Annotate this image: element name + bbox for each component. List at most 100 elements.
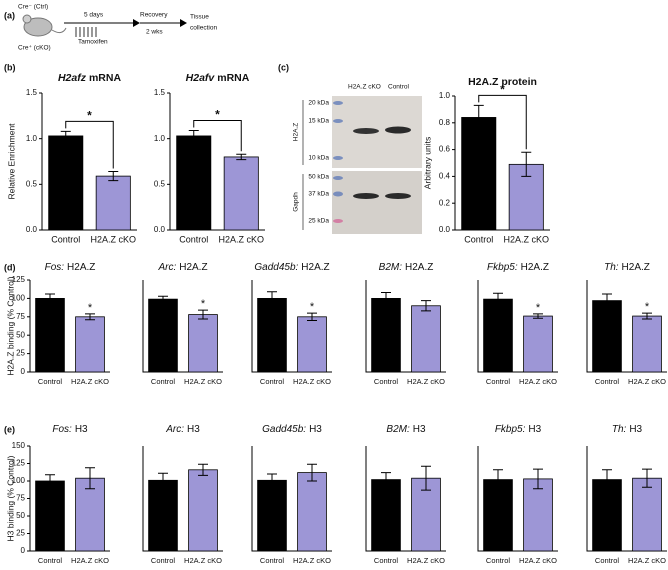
- bar-chart: 0 25 50 75 100 125 150 H3 binding (% Control) Fo…: [5, 424, 110, 565]
- bar: [148, 298, 178, 373]
- error-bar: [642, 312, 652, 320]
- bar-chart: Fkbp5: H3 Control H2A.Z cKO: [477, 424, 558, 565]
- title-italic: Fkbp5:: [495, 424, 526, 435]
- bar: [35, 297, 65, 373]
- band: [353, 193, 379, 199]
- title-text: mRNA: [217, 72, 250, 84]
- lane-label: H2A.Z cKO: [348, 84, 381, 91]
- error-bar: [85, 313, 95, 321]
- title-italic: H2afv: [186, 72, 216, 84]
- x-tick-label: H2A.Z cKO: [90, 234, 136, 244]
- y-axis-label: Arbitrary units: [422, 137, 432, 189]
- title-text: H2A.Z: [67, 262, 95, 273]
- bar: [483, 479, 513, 552]
- schematic: Cre⁻ (Ctrl) Cre⁺ (cKO) 5 days Tamoxifen …: [18, 4, 217, 52]
- injection-arrows: [75, 27, 97, 37]
- chart-title: H2afz mRNA: [58, 72, 122, 84]
- title-text: H3: [629, 424, 642, 435]
- chart-title: Fos: H3: [52, 424, 88, 435]
- error-bar: [198, 463, 208, 476]
- y-tick-label: 0.6: [439, 145, 451, 154]
- error-bar: [533, 313, 543, 319]
- x-tick-label: Control: [151, 377, 176, 386]
- error-bar: [421, 300, 431, 312]
- mouse-tail: [51, 27, 67, 34]
- x-tick-label: H2A.Z cKO: [218, 234, 264, 244]
- bar: [411, 305, 441, 373]
- chart-title: B2M: H2A.Z: [379, 262, 434, 273]
- y-tick-label: 1.5: [26, 88, 38, 97]
- y-tick-label: 50: [16, 330, 25, 339]
- x-tick-label: H2A.Z cKO: [184, 556, 222, 565]
- y-tick-label: 100: [12, 294, 26, 303]
- x-tick-label: H2A.Z cKO: [407, 556, 445, 565]
- bar-chart: Th: H3 Control H2A.Z cKO: [586, 424, 667, 565]
- treatment-label: Tamoxifen: [78, 39, 108, 46]
- error-bar: [108, 171, 119, 182]
- panel-label: (b): [4, 62, 16, 72]
- band: [353, 128, 379, 134]
- x-tick-label: Control: [374, 377, 399, 386]
- marker-label: 50 kDa: [308, 174, 329, 181]
- marker-label: 37 kDa: [308, 191, 329, 198]
- bar: [461, 117, 497, 231]
- error-bar: [421, 465, 431, 491]
- panel-label: (c): [278, 62, 289, 72]
- title-italic: Fos:: [52, 424, 72, 435]
- title-italic: Th:: [612, 424, 627, 435]
- x-tick-label: H2A.Z cKO: [184, 377, 222, 386]
- chart-title: Gadd45b: H3: [262, 424, 322, 435]
- error-bar: [85, 467, 95, 490]
- x-tick-label: Control: [486, 377, 511, 386]
- significance-label: *: [310, 301, 315, 313]
- bar-chart: Gadd45b: H2A.Z Control H2A.Z cKO *: [251, 262, 332, 386]
- bar: [632, 477, 662, 552]
- group-label: Cre⁻ (Ctrl): [18, 4, 48, 11]
- bar: [188, 469, 218, 552]
- chart-title: H2afv mRNA: [186, 72, 250, 84]
- error-bar: [158, 472, 168, 488]
- error-bar: [267, 473, 277, 488]
- blot-image: [332, 171, 422, 234]
- chart-title: Arc: H3: [165, 424, 200, 435]
- title-text: H3: [75, 424, 88, 435]
- title-italic: Fos:: [45, 262, 65, 273]
- panel-label: (e): [4, 424, 15, 434]
- title-text: H3: [187, 424, 200, 435]
- error-bar: [158, 295, 168, 303]
- bar-chart: Fkbp5: H2A.Z Control H2A.Z cKO *: [477, 262, 558, 386]
- x-tick-label: H2A.Z cKO: [519, 556, 557, 565]
- significance-label: *: [645, 301, 650, 313]
- significance-label: *: [500, 83, 505, 97]
- y-tick-label: 0: [21, 367, 26, 376]
- bar-chart: 0.0 0.2 0.4 0.6 0.8 1.0 Arbitrary units H2A.Z p…: [422, 76, 550, 244]
- title-italic: B2M:: [386, 424, 410, 435]
- bar-chart: 0.0 0.5 1.0 1.5 Relative Enrichment H2afz mRNA…: [6, 72, 137, 244]
- blot-label: H2A.Z: [293, 123, 300, 141]
- mouse-icon: [23, 17, 53, 37]
- bar: [297, 316, 327, 373]
- bar: [48, 135, 84, 231]
- x-tick-label: H2A.Z cKO: [628, 556, 666, 565]
- y-tick-label: 0.8: [439, 118, 451, 127]
- bar: [176, 135, 212, 231]
- y-tick-label: 1.0: [26, 134, 38, 143]
- mouse-ear: [22, 14, 32, 24]
- bar: [188, 314, 218, 373]
- marker-label: 20 kDa: [308, 100, 329, 107]
- error-bar: [60, 130, 71, 141]
- significance-bracket: [478, 94, 527, 150]
- error-bar: [381, 472, 391, 488]
- significance-label: *: [87, 109, 92, 123]
- y-tick-label: 0.5: [154, 179, 166, 188]
- bar: [35, 480, 65, 552]
- x-tick-label: Control: [595, 377, 620, 386]
- bar: [75, 316, 105, 373]
- title-text: H2A.Z: [405, 262, 433, 273]
- significance-label: *: [88, 302, 93, 314]
- x-tick-label: Control: [38, 556, 63, 565]
- title-text: H2A.Z protein: [468, 76, 537, 88]
- blot-label: Gapdh: [293, 192, 300, 212]
- error-bar: [493, 469, 503, 490]
